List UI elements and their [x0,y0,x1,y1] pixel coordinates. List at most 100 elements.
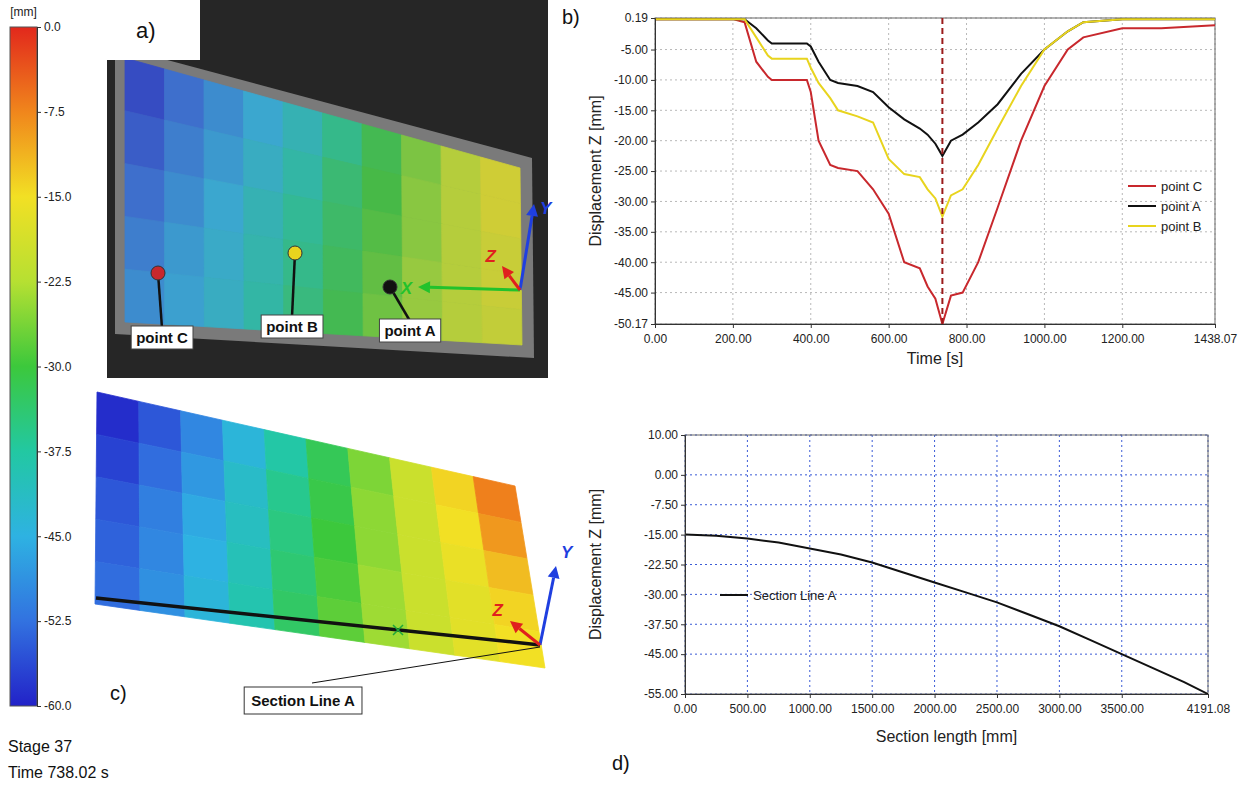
tick: 2500.00 [976,694,1020,716]
tick: 0.19 [625,11,655,25]
field-cell [204,129,244,186]
field-cell [228,583,275,630]
tick: -30.00 [644,588,685,602]
field-cell [482,306,522,345]
section-line [96,598,540,645]
data-line [655,19,1215,156]
field [95,392,545,668]
data-line [655,19,1215,216]
grid-line [1044,18,1045,324]
legend-label: point B [1161,219,1201,234]
tick: 10.00 [648,428,685,442]
tick-label: -40.00 [614,256,648,270]
tick-label: -52.5 [44,614,72,628]
tick-label: -20.00 [614,134,648,148]
field-cell [204,277,244,329]
field-cell [184,576,230,624]
grid-line [685,474,1208,475]
tick-label: -7.5 [44,105,65,119]
tick-mark [651,201,655,202]
tick-mark [651,141,655,142]
field-cell [165,69,205,129]
tick-label: -15.0 [44,190,72,204]
grid-line [655,292,1215,293]
tick-mark [651,171,655,172]
tick: 600.00 [871,324,908,346]
tick-mark [37,197,41,198]
field-cell [244,139,284,194]
legend-label: Section Line A [753,588,836,603]
point-name: point C [136,329,188,346]
tick-label: 0.00 [674,702,698,716]
axis-name: Z [492,601,504,620]
field-cell [283,194,323,246]
colorbar-bar [10,27,37,706]
tick: -10.00 [614,73,655,87]
point-label: point A [379,319,440,342]
field-cell [140,527,185,576]
grid-line [685,534,1208,535]
axis-line [651,19,656,325]
caption: Stage 37Time 738.02 s [8,738,109,781]
caption-line: Time 738.02 s [8,764,109,781]
field-cell [244,234,284,286]
grid-line [1059,435,1060,694]
tick-label: -30.00 [644,588,678,602]
tick-label: 1000.00 [1023,332,1067,346]
grid-line [747,435,748,694]
field-cell [402,216,442,262]
field-cell [402,176,442,224]
tick-mark [651,262,655,263]
field-cell [139,485,183,534]
tick-mark [733,324,734,328]
annotation-text: Section Line A [251,692,355,709]
tick-mark [1122,694,1123,698]
legend-swatch [720,594,748,596]
axis-arrow [430,287,520,290]
time-marker [941,18,943,324]
grid-line [934,435,935,694]
tick: -40.00 [614,256,655,270]
tick-label: -15.00 [644,528,678,542]
field [125,58,522,345]
y-axis-title: Displacement Z [mm] [587,489,604,640]
label-box [261,315,323,338]
tick: 500.00 [730,694,767,716]
axis-line [686,695,1209,699]
tick-mark [810,694,811,698]
tick: 1500.00 [851,694,895,716]
plot-area [685,535,1208,694]
field-cell [95,519,139,568]
tick-label: -35.00 [614,225,648,239]
axis: 0.00200.00400.00600.00800.001000.001200.… [644,324,1238,346]
tick-mark [37,282,41,283]
tick: 200.00 [715,324,752,346]
tick: 4191.08 [1187,694,1231,716]
field-cell [204,228,244,281]
tick-label: 10.00 [648,428,678,442]
field-cell [244,186,284,239]
tick: 3000.00 [1038,694,1082,716]
tick-mark [37,367,41,368]
point-name: point B [266,318,318,335]
panel-letter: d) [612,752,630,774]
grid-line [655,231,1215,232]
legend-label: point A [1161,199,1201,214]
grid-line [732,18,733,324]
field-cell [323,289,363,335]
tick: -15.0 [37,190,72,204]
legend-swatch [1128,185,1156,187]
legend-swatch [1128,205,1156,207]
tick-mark [651,18,655,19]
field-cell [442,302,482,343]
field-cell [362,166,402,216]
tick-label: 2500.00 [976,702,1020,716]
tick-label: -45.0 [44,530,72,544]
tick: -5.00 [621,43,655,57]
tick: 1438.07 [1194,324,1238,346]
tick-mark [872,694,873,698]
grid-line [685,624,1208,625]
y-axis-title: Displacement Z [mm] [587,95,604,246]
tick-label: -50.17 [614,317,648,331]
tick: -52.5 [37,614,72,628]
